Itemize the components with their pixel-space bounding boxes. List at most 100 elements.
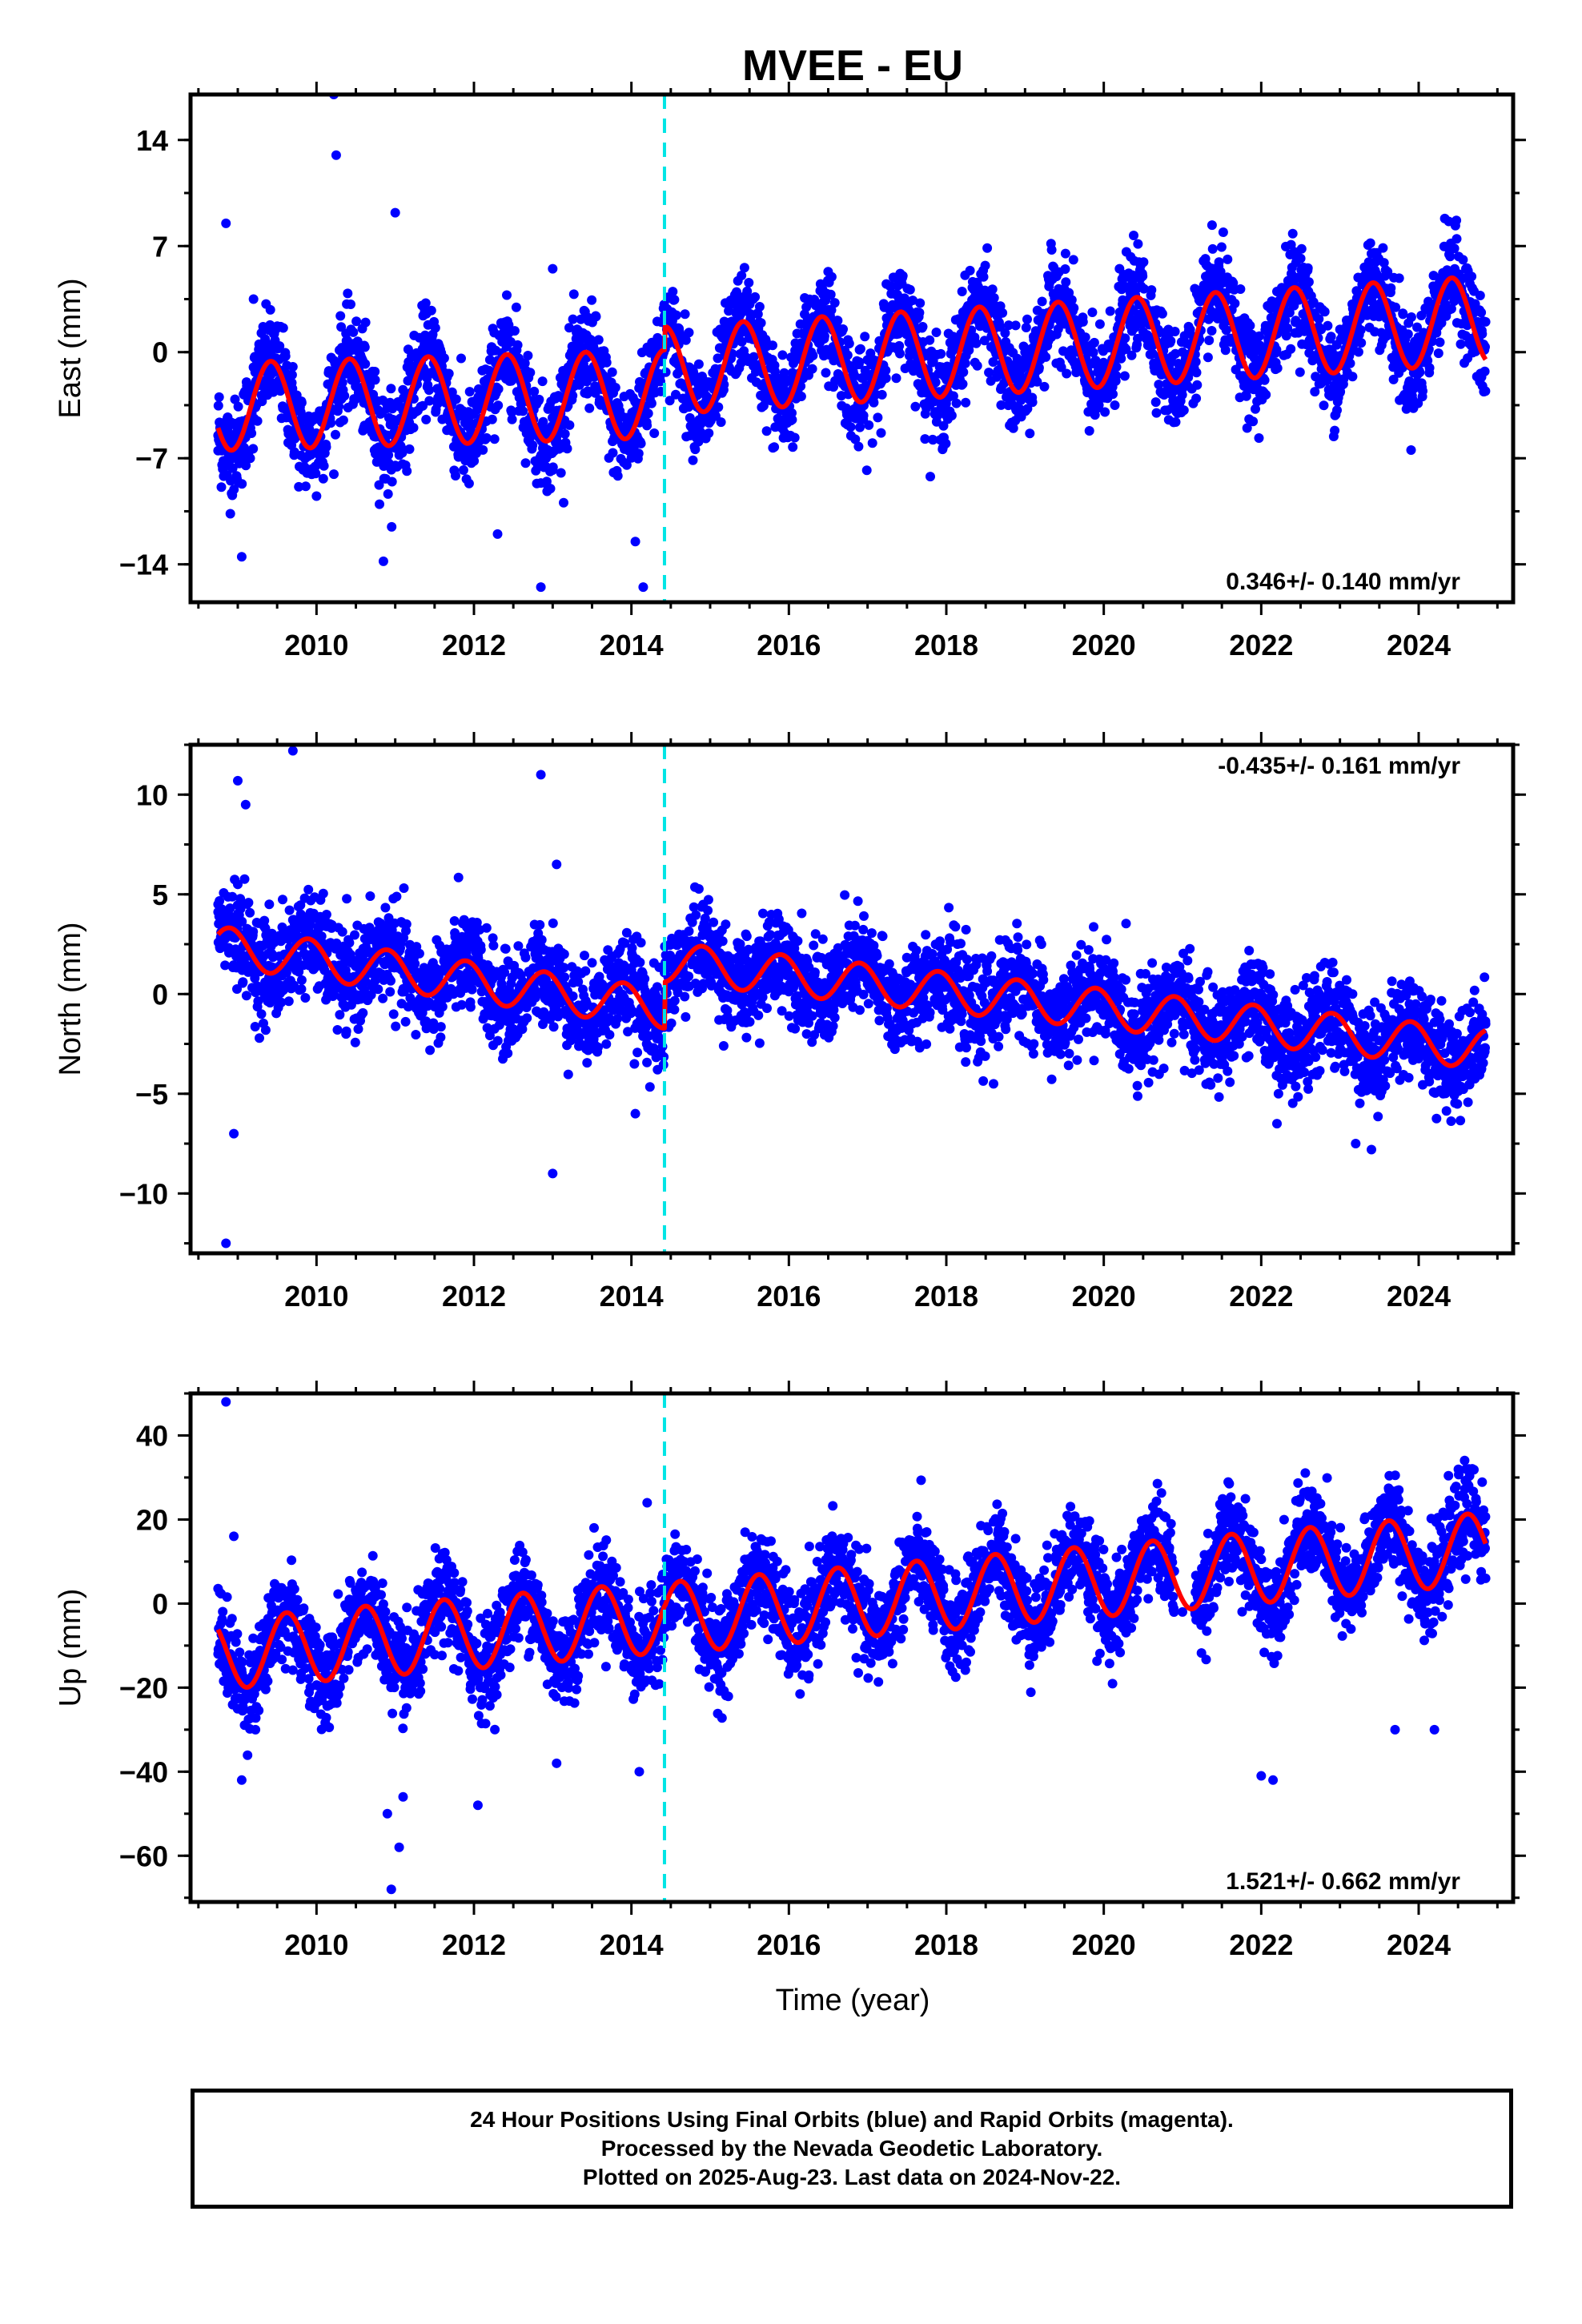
- daily-point: [593, 335, 604, 345]
- daily-point: [424, 385, 434, 396]
- daily-point: [339, 391, 350, 401]
- daily-point: [754, 302, 765, 312]
- daily-point: [1060, 264, 1070, 274]
- daily-point: [978, 271, 989, 282]
- daily-point: [1039, 381, 1050, 392]
- daily-point: [584, 403, 595, 413]
- daily-point: [1241, 391, 1251, 401]
- daily-point: [511, 302, 521, 312]
- daily-point: [256, 1009, 267, 1019]
- daily-point: [469, 456, 480, 466]
- y-tick-label: −7: [135, 442, 168, 475]
- daily-point: [275, 341, 285, 352]
- daily-point: [568, 289, 579, 300]
- daily-point: [520, 358, 530, 368]
- daily-point: [1150, 397, 1161, 408]
- data-point: [390, 415, 400, 425]
- x-tick-label: 2024: [1387, 629, 1451, 661]
- daily-point: [684, 328, 694, 338]
- daily-point: [688, 455, 698, 465]
- outlier-point: [221, 218, 231, 228]
- daily-point: [1480, 386, 1491, 396]
- daily-point: [447, 387, 457, 397]
- daily-point: [1458, 255, 1468, 265]
- daily-point: [750, 292, 761, 302]
- y-tick-label: −14: [119, 549, 168, 581]
- daily-point: [418, 400, 428, 411]
- daily-point: [386, 975, 396, 986]
- daily-point: [502, 290, 512, 300]
- daily-point: [1435, 337, 1445, 348]
- daily-point: [1108, 389, 1118, 400]
- daily-point: [1356, 338, 1367, 348]
- data-point: [1020, 347, 1030, 357]
- daily-point: [370, 367, 380, 376]
- daily-point: [233, 401, 243, 412]
- daily-point: [1207, 220, 1217, 231]
- daily-point: [534, 394, 544, 404]
- daily-point: [1062, 368, 1072, 379]
- y-tick-label: 7: [152, 230, 168, 263]
- daily-point: [1475, 291, 1485, 300]
- daily-point: [1087, 308, 1098, 317]
- daily-point: [1110, 400, 1120, 410]
- daily-point: [373, 984, 383, 995]
- daily-point: [881, 373, 891, 384]
- daily-point: [680, 309, 690, 320]
- daily-point: [873, 412, 883, 423]
- daily-point: [1151, 408, 1162, 418]
- daily-point: [591, 312, 601, 322]
- daily-point: [284, 905, 295, 915]
- data-point: [831, 316, 841, 327]
- daily-point: [855, 344, 865, 354]
- daily-point: [914, 308, 925, 318]
- daily-point: [444, 368, 454, 379]
- daily-point: [1332, 405, 1342, 416]
- daily-point: [237, 479, 247, 489]
- daily-point: [525, 368, 536, 378]
- daily-point: [414, 948, 424, 959]
- daily-point: [331, 429, 340, 440]
- daily-point: [1295, 367, 1305, 377]
- daily-point: [1191, 356, 1201, 367]
- daily-point: [1476, 308, 1487, 318]
- daily-point: [216, 482, 227, 493]
- daily-point: [523, 351, 533, 360]
- daily-point: [353, 1024, 363, 1034]
- daily-point: [538, 416, 548, 427]
- daily-point: [1248, 416, 1259, 427]
- x-tick-label: 2014: [600, 629, 664, 661]
- daily-point: [326, 418, 336, 428]
- daily-point: [478, 444, 488, 455]
- x-tick-label: 2012: [442, 629, 506, 661]
- daily-point: [360, 359, 371, 369]
- daily-point: [243, 898, 254, 908]
- daily-point: [1303, 263, 1313, 273]
- daily-point: [503, 1048, 513, 1059]
- daily-point: [1094, 319, 1105, 329]
- daily-point: [1223, 254, 1233, 264]
- daily-point: [1424, 363, 1435, 373]
- daily-point: [958, 379, 968, 389]
- daily-point: [1022, 314, 1032, 324]
- daily-point: [287, 370, 297, 380]
- daily-point: [789, 432, 800, 443]
- daily-point: [387, 521, 397, 532]
- x-tick-label: 2018: [914, 629, 978, 661]
- y-tick-label: 0: [152, 336, 168, 369]
- daily-point: [1220, 345, 1231, 356]
- daily-point: [829, 298, 840, 308]
- daily-point: [1066, 295, 1077, 305]
- daily-point: [529, 386, 540, 396]
- daily-point: [1111, 371, 1122, 380]
- data-point: [862, 370, 873, 380]
- daily-point: [1084, 426, 1094, 436]
- daily-point: [668, 287, 678, 297]
- daily-point: [1203, 352, 1213, 363]
- daily-point: [842, 350, 853, 360]
- daily-point: [716, 417, 726, 428]
- daily-point: [1303, 277, 1314, 287]
- daily-point: [1261, 389, 1271, 400]
- daily-point: [1178, 405, 1189, 416]
